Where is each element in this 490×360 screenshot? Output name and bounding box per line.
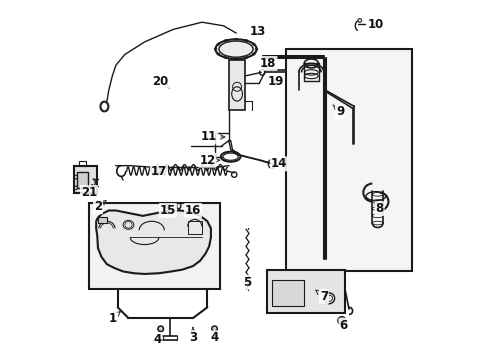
Text: 20: 20 (152, 75, 170, 89)
Text: 4: 4 (210, 331, 219, 344)
Text: 13: 13 (249, 25, 266, 38)
Text: 7: 7 (316, 290, 328, 303)
Text: 15: 15 (160, 204, 176, 217)
Text: 4: 4 (153, 333, 161, 346)
Text: 12: 12 (199, 154, 220, 167)
Bar (267, 270, 345, 313)
Text: 6: 6 (340, 317, 348, 332)
Bar (77, 172, 88, 188)
Text: 19: 19 (267, 75, 284, 88)
Ellipse shape (338, 317, 346, 324)
Text: 10: 10 (368, 18, 384, 31)
Bar (188, 221, 202, 234)
Text: 18: 18 (260, 57, 276, 70)
Text: 5: 5 (243, 276, 251, 289)
Bar (229, 60, 245, 110)
Ellipse shape (216, 39, 257, 59)
Bar (98, 217, 107, 223)
Bar (272, 280, 304, 306)
Ellipse shape (212, 326, 218, 332)
Text: 8: 8 (375, 201, 384, 215)
Bar (304, 63, 319, 81)
Polygon shape (96, 211, 211, 274)
Text: 3: 3 (189, 328, 197, 344)
Text: 11: 11 (201, 130, 225, 144)
Text: 21: 21 (81, 185, 97, 199)
Polygon shape (286, 49, 412, 271)
Bar (89, 203, 220, 289)
Text: 2: 2 (94, 201, 106, 213)
Bar (79, 161, 86, 166)
Text: 1: 1 (108, 311, 121, 325)
Ellipse shape (166, 203, 171, 208)
Text: 9: 9 (333, 105, 344, 118)
Ellipse shape (158, 326, 164, 332)
Text: 14: 14 (271, 157, 287, 170)
Bar (74, 166, 97, 193)
Text: 17: 17 (151, 165, 167, 177)
Text: 16: 16 (185, 204, 201, 217)
